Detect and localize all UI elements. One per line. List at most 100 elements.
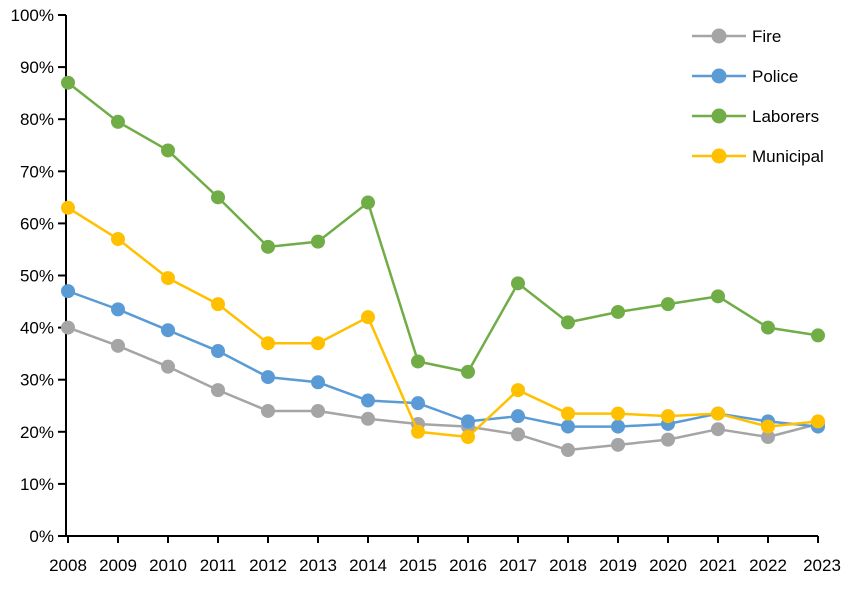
- data-point-laborers-2015: [411, 354, 425, 369]
- y-tick-label: 60%: [20, 214, 54, 233]
- legend-marker-laborers: [711, 108, 727, 124]
- data-point-municipal-2013: [311, 336, 325, 351]
- data-point-police-2009: [111, 302, 125, 317]
- data-point-police-2013: [311, 375, 325, 390]
- legend-label-laborers: Laborers: [752, 107, 819, 126]
- y-tick-label: 30%: [20, 371, 54, 390]
- data-point-laborers-2019: [611, 304, 625, 319]
- data-point-laborers-2011: [211, 190, 225, 205]
- x-tick-label: 2022: [749, 556, 787, 575]
- data-point-laborers-2018: [561, 315, 575, 330]
- x-tick-label: 2009: [99, 556, 137, 575]
- data-point-fire-2017: [511, 427, 525, 442]
- data-point-municipal-2009: [111, 232, 125, 247]
- x-tick-label: 2008: [49, 556, 87, 575]
- x-tick-label: 2023: [803, 556, 841, 575]
- data-point-fire-2011: [211, 383, 225, 398]
- data-point-laborers-2023: [811, 328, 825, 343]
- data-point-fire-2013: [311, 403, 325, 418]
- legend-item-laborers: Laborers: [692, 107, 819, 126]
- y-tick-label: 80%: [20, 110, 54, 129]
- data-point-laborers-2021: [711, 289, 725, 304]
- y-tick-label: 70%: [20, 162, 54, 181]
- data-point-police-2011: [211, 344, 225, 359]
- data-point-municipal-2015: [411, 424, 425, 439]
- data-point-fire-2010: [161, 359, 175, 374]
- legend-label-municipal: Municipal: [752, 147, 824, 166]
- data-point-municipal-2017: [511, 383, 525, 398]
- legend-label-fire: Fire: [752, 27, 781, 46]
- x-tick-label: 2021: [699, 556, 737, 575]
- data-point-laborers-2016: [461, 364, 475, 379]
- legend: Fire Police Laborers Municipal: [692, 27, 824, 166]
- x-tick-label: 2011: [200, 556, 237, 575]
- data-point-police-2010: [161, 323, 175, 338]
- data-point-laborers-2010: [161, 143, 175, 158]
- y-tick-label: 90%: [20, 58, 54, 77]
- x-tick-label: 2020: [649, 556, 687, 575]
- data-point-fire-2009: [111, 338, 125, 353]
- data-point-fire-2020: [661, 432, 675, 447]
- data-point-municipal-2023: [811, 414, 825, 429]
- legend-item-fire: Fire: [692, 27, 781, 46]
- x-tick-label: 2013: [299, 556, 337, 575]
- x-tick-label: 2017: [499, 556, 537, 575]
- data-point-municipal-2008: [61, 200, 75, 215]
- y-tick-label: 40%: [20, 319, 54, 338]
- data-point-fire-2019: [611, 437, 625, 452]
- data-point-laborers-2012: [261, 239, 275, 254]
- legend-label-police: Police: [752, 67, 798, 86]
- data-point-municipal-2016: [461, 430, 475, 445]
- x-tick-label: 2010: [149, 556, 187, 575]
- y-tick-label: 0%: [29, 527, 54, 546]
- x-tick-label: 2016: [449, 556, 487, 575]
- series-municipal: [61, 200, 825, 445]
- data-point-laborers-2020: [661, 297, 675, 312]
- y-tick-label: 100%: [11, 6, 54, 25]
- data-point-laborers-2022: [761, 320, 775, 335]
- data-point-fire-2018: [561, 443, 575, 458]
- data-point-police-2018: [561, 419, 575, 434]
- data-point-municipal-2010: [161, 271, 175, 286]
- data-point-municipal-2019: [611, 406, 625, 421]
- data-point-fire-2021: [711, 422, 725, 437]
- x-tick-label: 2019: [599, 556, 637, 575]
- data-point-municipal-2021: [711, 406, 725, 421]
- data-point-police-2019: [611, 419, 625, 434]
- series-laborers: [61, 75, 825, 379]
- data-point-laborers-2017: [511, 276, 525, 291]
- data-point-police-2012: [261, 370, 275, 385]
- legend-item-municipal: Municipal: [692, 147, 824, 166]
- y-tick-label: 20%: [20, 423, 54, 442]
- y-tick-label: 10%: [20, 475, 54, 494]
- series-line-fire: [66, 326, 820, 452]
- data-point-police-2008: [61, 284, 75, 299]
- data-point-police-2017: [511, 409, 525, 424]
- series-line-police: [66, 289, 820, 428]
- data-point-laborers-2009: [111, 114, 125, 129]
- data-point-municipal-2014: [361, 310, 375, 325]
- data-point-police-2015: [411, 396, 425, 411]
- x-tick-label: 2014: [349, 556, 387, 575]
- data-point-laborers-2014: [361, 195, 375, 210]
- data-point-fire-2014: [361, 411, 375, 426]
- x-tick-label: 2012: [249, 556, 287, 575]
- data-point-laborers-2013: [311, 234, 325, 249]
- data-point-municipal-2020: [661, 409, 675, 424]
- x-tick-label: 2018: [549, 556, 587, 575]
- series-line-laborers: [66, 81, 820, 374]
- data-point-laborers-2008: [61, 75, 75, 90]
- y-tick-label: 50%: [20, 267, 54, 286]
- legend-marker-municipal: [711, 148, 727, 164]
- legend-marker-fire: [711, 28, 727, 44]
- data-point-municipal-2018: [561, 406, 575, 421]
- data-point-police-2016: [461, 414, 475, 429]
- data-point-police-2014: [361, 393, 375, 408]
- data-point-fire-2022: [761, 430, 775, 445]
- data-point-fire-2012: [261, 403, 275, 418]
- data-point-fire-2008: [61, 320, 75, 335]
- series-line-municipal: [66, 206, 820, 439]
- legend-item-police: Police: [692, 67, 798, 86]
